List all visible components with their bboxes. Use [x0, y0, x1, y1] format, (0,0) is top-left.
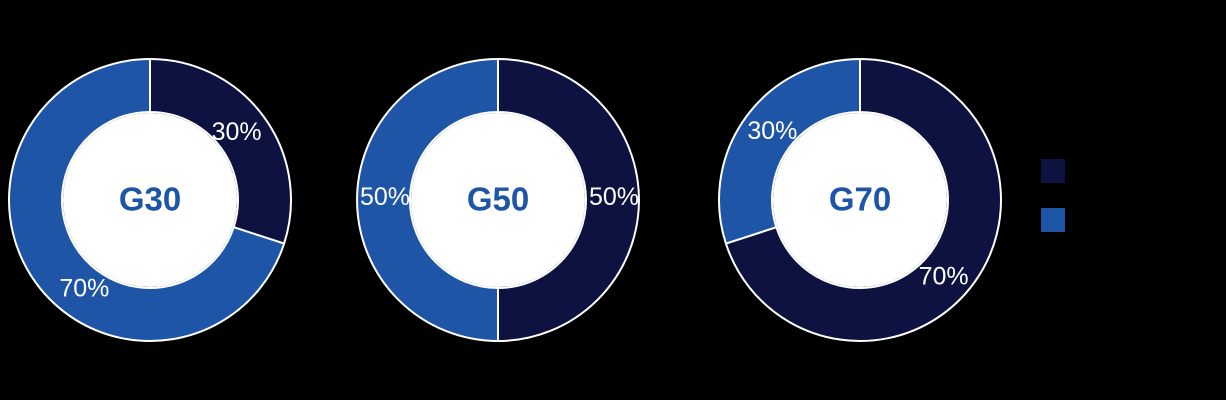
donut-2-slice-1-label: 30%	[747, 117, 797, 145]
donut-2-slice-0-label: 70%	[919, 263, 969, 291]
donut-2-slice-1	[718, 58, 861, 245]
donut-1-slice-0-label: 50%	[589, 183, 639, 211]
legend-swatch-blue-series	[1041, 208, 1065, 232]
donut-2-hole	[773, 113, 947, 287]
donut-1-slice-0	[497, 58, 640, 342]
donut-1-slice-1	[356, 58, 499, 342]
donut-0-slice-0-label: 30%	[212, 118, 262, 146]
donut-0-hole	[63, 113, 237, 287]
donut-2-slice-0	[724, 58, 1002, 342]
donut-2-center-label: G70	[829, 181, 891, 218]
donut-1-hole	[411, 113, 585, 287]
donut-0-slice-0	[149, 58, 292, 245]
legend-swatch-dark-navy-series	[1041, 159, 1065, 183]
legend	[1041, 159, 1065, 232]
donut-0-center-label: G30	[119, 181, 181, 218]
donut-1-center-label: G50	[467, 181, 529, 218]
donut-1-slice-1-label: 50%	[360, 183, 410, 211]
donut-0-slice-1	[8, 58, 286, 342]
donut-0-slice-1-label: 70%	[59, 275, 109, 303]
